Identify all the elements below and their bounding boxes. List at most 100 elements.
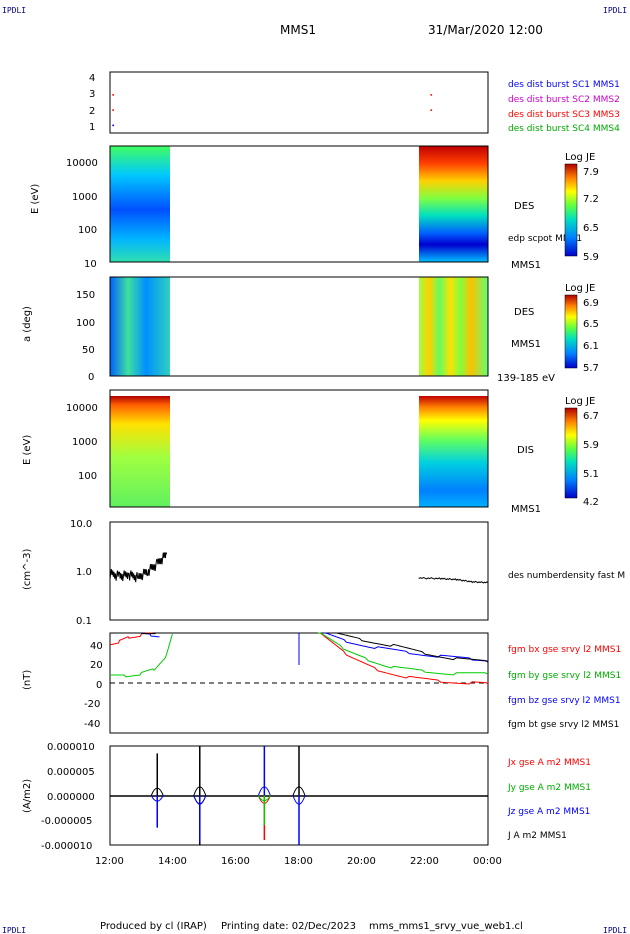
des-pitch-ytick-150: 150 bbox=[76, 290, 95, 301]
density-ylabel: (cm^-3) bbox=[22, 549, 33, 590]
density-series-2 bbox=[418, 576, 489, 584]
des-pitch-ytick-100: 100 bbox=[76, 318, 95, 329]
dis-energy-side-label: MMS1 bbox=[511, 504, 541, 515]
panel-density: (cm^-3) 10.0 1.0 0.1 des numberdensity f… bbox=[22, 519, 625, 627]
bfield-legend-bx: fgm bx gse srvy l2 MMS1 bbox=[508, 645, 621, 655]
burst-legend-1: des dist burst SC1 MMS1 bbox=[508, 80, 620, 90]
current-legend-jx: Jx gse A m2 MMS1 bbox=[507, 758, 591, 768]
burst-ytick-1: 1 bbox=[89, 122, 95, 133]
des-energy-colorbar-title: Log JE bbox=[565, 152, 595, 163]
panel-burst: 4 3 2 1 des dist burst SC1 MMS1 des dist… bbox=[89, 71, 620, 134]
xtick-2200: 22:00 bbox=[410, 856, 439, 867]
corner-label-bottom-left: IPDLI bbox=[2, 926, 26, 934]
burst-ytick-3: 3 bbox=[89, 89, 95, 100]
footer-printing-date: Printing date: 02/Dec/2023 bbox=[221, 921, 356, 932]
des-energy-label: DES bbox=[514, 201, 534, 212]
bfield-series-bx bbox=[109, 632, 153, 646]
current-legend-j: J A m2 MMS1 bbox=[507, 831, 567, 841]
current-spike-skirt bbox=[292, 786, 306, 796]
current-ytick-0: 0.000000 bbox=[47, 792, 95, 803]
burst-legend-3: des dist burst SC3 MMS3 bbox=[508, 110, 620, 120]
corner-label-top-right: IPDLI bbox=[603, 6, 627, 15]
footer-filename: mms_mms1_srvy_vue_web1.cl bbox=[369, 921, 523, 932]
footer-produced-by: Produced by cl (IRAP) bbox=[100, 921, 207, 932]
density-lines bbox=[109, 552, 489, 584]
des-pitch-colorbar bbox=[564, 294, 578, 369]
des-energy-block-2 bbox=[419, 146, 488, 262]
dis-energy-block-2 bbox=[419, 396, 488, 507]
des-energy-ytick-100: 100 bbox=[78, 225, 97, 236]
bfield-ytick-40: 40 bbox=[90, 641, 103, 652]
des-energy-ytick-10: 10 bbox=[84, 259, 97, 270]
bfield-series-by bbox=[110, 633, 173, 678]
des-pitch-block-2 bbox=[419, 277, 488, 376]
density-series-1 bbox=[109, 552, 168, 583]
panel-des-pitch-frame bbox=[109, 276, 489, 377]
bfield-ylabel: (nT) bbox=[22, 670, 33, 690]
des-energy-cbar-tick-2: 7.2 bbox=[583, 194, 599, 205]
current-spike-skirt bbox=[257, 795, 271, 802]
density-legend: des numberdensity fast M bbox=[508, 571, 625, 581]
dis-energy-ytick-1000: 1000 bbox=[72, 437, 97, 448]
current-ylabel: (A/m2) bbox=[22, 779, 33, 813]
bfield-legend-bt: fgm bt gse srvy l2 MMS1 bbox=[508, 720, 619, 730]
xtick-1200: 12:00 bbox=[95, 856, 124, 867]
current-spike-skirt bbox=[292, 795, 306, 805]
burst-point bbox=[112, 124, 114, 127]
current-spikes bbox=[150, 746, 306, 845]
dis-energy-ytick-100: 100 bbox=[78, 471, 97, 482]
bfield-series-by bbox=[317, 632, 489, 676]
bfield-ytick-0: 0 bbox=[96, 680, 102, 691]
current-spike-skirt bbox=[257, 786, 271, 796]
bfield-legend-by: fgm by gse srvy l2 MMS1 bbox=[508, 671, 621, 681]
burst-legend-2: des dist burst SC2 MMS2 bbox=[508, 95, 620, 105]
panel-magnetic-field: (nT) 40 20 0 -20 -40 fgm bx gse srvy l2 … bbox=[22, 632, 621, 734]
bfield-series-bz bbox=[324, 632, 489, 662]
des-energy-cbar-tick-1: 7.9 bbox=[583, 167, 599, 178]
des-pitch-cbar-tick-3: 6.1 bbox=[583, 341, 599, 352]
panel-des-pitch: a (deg) 150 100 50 0 DES MMS1 139-185 eV… bbox=[22, 276, 599, 384]
dis-energy-cbar-tick-1: 6.7 bbox=[583, 411, 599, 422]
panel-des-energy-frame bbox=[109, 145, 489, 263]
panel-burst-frame bbox=[109, 71, 489, 134]
corner-label-bottom-right: IPDLI bbox=[603, 926, 627, 934]
xtick-1600: 16:00 bbox=[221, 856, 250, 867]
xtick-1400: 14:00 bbox=[158, 856, 187, 867]
des-energy-cbar-tick-4: 5.9 bbox=[583, 252, 599, 263]
panel-dis-energy: E (eV) 10000 1000 100 DIS MMS1 Log JE 6.… bbox=[22, 389, 599, 515]
des-pitch-sublabel: MMS1 bbox=[511, 339, 541, 350]
des-energy-ylabel: E (eV) bbox=[30, 184, 41, 214]
panel-dis-energy-frame bbox=[109, 389, 489, 508]
burst-legend-4: des dist burst SC4 MMS4 bbox=[508, 124, 620, 134]
des-energy-ytick-1000: 1000 bbox=[72, 192, 97, 203]
dis-energy-cbar-tick-4: 4.2 bbox=[583, 497, 599, 508]
bfield-ytick-20: 20 bbox=[90, 660, 103, 671]
xtick-2000: 20:00 bbox=[347, 856, 376, 867]
burst-point bbox=[430, 109, 433, 111]
bfield-series-bx bbox=[317, 632, 489, 685]
xtick-0000: 00:00 bbox=[473, 856, 502, 867]
current-spike-skirt bbox=[193, 786, 207, 796]
burst-point bbox=[430, 94, 433, 96]
burst-points bbox=[112, 94, 433, 127]
dis-energy-cbar-tick-3: 5.1 bbox=[583, 469, 599, 480]
datetime-title: 31/Mar/2020 12:00 bbox=[428, 23, 543, 37]
des-energy-cbar-tick-3: 6.5 bbox=[583, 223, 599, 234]
bfield-lines bbox=[109, 632, 489, 685]
des-energy-ytick-10000: 10000 bbox=[66, 158, 98, 169]
dis-energy-ytick-10000: 10000 bbox=[66, 403, 98, 414]
dis-energy-colorbar-title: Log JE bbox=[565, 396, 595, 407]
current-spike-skirt bbox=[193, 795, 207, 805]
bfield-legend-bz: fgm bz gse srvy l2 MMS1 bbox=[508, 696, 621, 706]
current-spike-skirt bbox=[150, 795, 164, 802]
current-ytick-p10: 0.000010 bbox=[47, 742, 95, 753]
xtick-1800: 18:00 bbox=[284, 856, 313, 867]
current-spike-skirt bbox=[150, 787, 164, 796]
des-pitch-ytick-50: 50 bbox=[82, 345, 95, 356]
current-ytick-p5: 0.000005 bbox=[47, 767, 95, 778]
x-axis: 12:00 14:00 16:00 18:00 20:00 22:00 00:0… bbox=[95, 856, 502, 867]
current-ytick-m5: -0.000005 bbox=[41, 816, 92, 827]
des-pitch-block-1 bbox=[110, 277, 170, 376]
dis-energy-ylabel: E (eV) bbox=[22, 435, 33, 465]
